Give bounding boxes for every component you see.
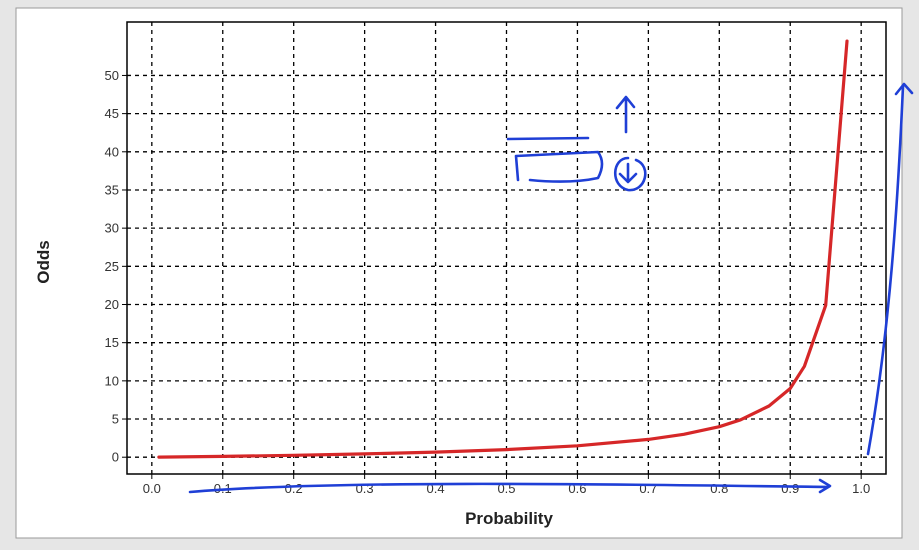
y-axis-label: Odds [34, 240, 53, 283]
y-tick-label: 0 [112, 450, 119, 465]
x-tick-label: 0.8 [710, 481, 728, 496]
y-tick-label: 35 [105, 182, 119, 197]
x-tick-label: 0.0 [143, 481, 161, 496]
handwritten-annotations [188, 82, 914, 494]
y-axis-ticks: 0 5 10 15 20 25 30 35 40 45 50 [105, 68, 127, 465]
y-tick-label: 5 [112, 412, 119, 427]
annotation-overline [506, 136, 590, 141]
x-axis-label: Probability [465, 509, 553, 528]
y-tick-label: 20 [105, 297, 119, 312]
y-tick-label: 30 [105, 221, 119, 236]
x-tick-label: 0.7 [639, 481, 657, 496]
annotation-vertical-right-arrow [866, 82, 914, 456]
y-tick-label: 50 [105, 68, 119, 83]
x-tick-label: 0.9 [781, 481, 799, 496]
y-tick-label: 45 [105, 106, 119, 121]
y-tick-label: 25 [105, 259, 119, 274]
annotation-circled-down-arrow [613, 156, 647, 192]
y-tick-label: 40 [105, 144, 119, 159]
y-tick-label: 10 [105, 373, 119, 388]
annotation-up-arrow [615, 95, 636, 134]
annotation-bracket [514, 150, 604, 183]
y-tick-label: 15 [105, 335, 119, 350]
x-tick-label: 0.3 [356, 481, 374, 496]
x-tick-label: 1.0 [852, 481, 870, 496]
annotation-x-axis-underline-arrow [188, 478, 832, 494]
x-tick-label: 0.2 [285, 481, 303, 496]
series-group [157, 39, 849, 459]
grid-lines [127, 22, 886, 474]
odds-series-line [157, 39, 849, 459]
